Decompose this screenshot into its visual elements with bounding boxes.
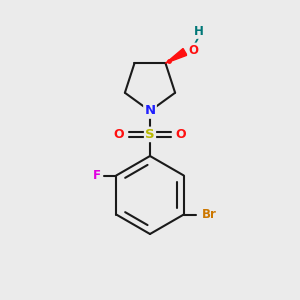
Text: O: O: [114, 128, 124, 141]
Text: Br: Br: [202, 208, 216, 221]
Text: H: H: [194, 25, 204, 38]
Text: F: F: [93, 169, 101, 182]
Polygon shape: [166, 49, 187, 63]
Text: N: N: [144, 104, 156, 118]
Text: O: O: [188, 44, 198, 57]
Text: S: S: [145, 128, 155, 141]
Text: O: O: [176, 128, 186, 141]
